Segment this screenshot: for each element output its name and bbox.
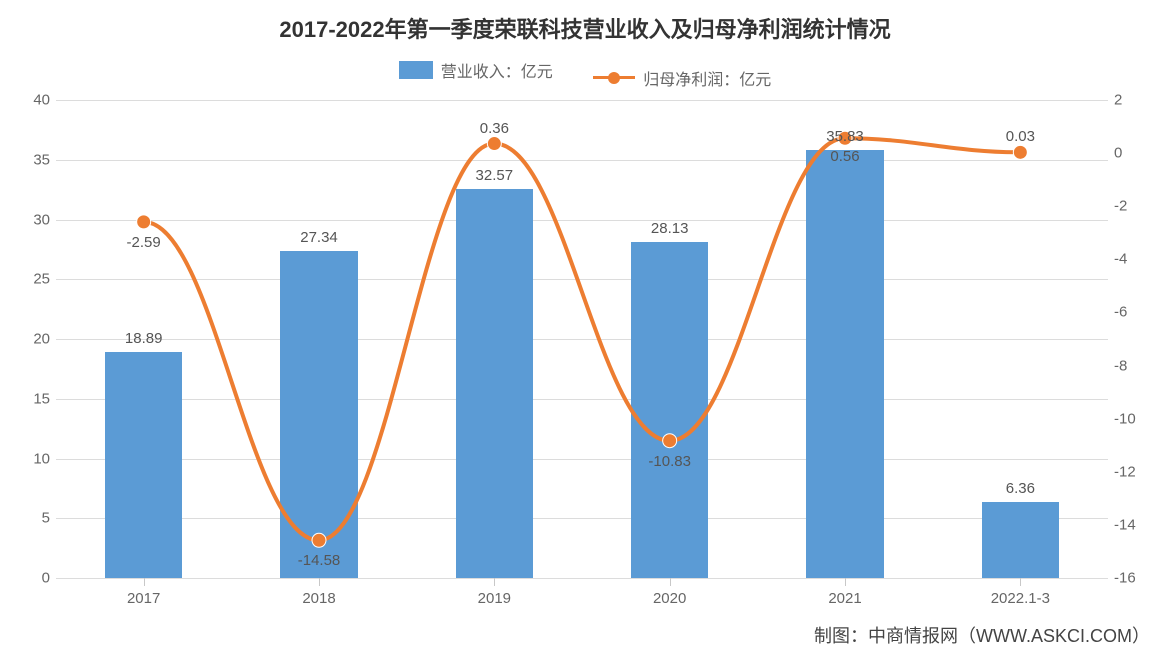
legend-line-swatch-icon: [593, 76, 635, 79]
y-left-tick-label: 15: [33, 390, 50, 407]
bar-data-label: 27.34: [300, 229, 338, 246]
bar-data-label: 32.57: [476, 167, 514, 184]
bar-data-label: 35.83: [826, 128, 864, 145]
line-data-label: 0.36: [480, 120, 509, 137]
plot-area: 18.89 27.34 32.57 28.13 35.83 6.36 -2.59 -14.58…: [56, 100, 1108, 578]
x-tick-mark: [144, 578, 145, 586]
y-right-tick-label: -10: [1114, 410, 1136, 427]
legend-line-label: 归母净利润：亿元: [643, 66, 771, 90]
x-tick-mark: [845, 578, 846, 586]
bar-data-label: 28.13: [651, 220, 689, 237]
y-right-tick-label: 0: [1114, 145, 1122, 162]
x-tick-mark: [1020, 578, 1021, 586]
y-right-tick-label: -12: [1114, 463, 1136, 480]
bar-data-label: 6.36: [1006, 480, 1035, 497]
bar-data-label: 18.89: [125, 330, 163, 347]
label-layer: 18.89 27.34 32.57 28.13 35.83 6.36 -2.59 -14.58…: [56, 100, 1108, 578]
y-left-tick-label: 0: [42, 570, 50, 587]
x-tick-label: 2022.1-3: [991, 590, 1050, 607]
x-tick-label: 2018: [302, 590, 335, 607]
y-right-tick-label: -4: [1114, 251, 1127, 268]
y-right-tick-label: -6: [1114, 304, 1127, 321]
y-right-tick-label: -14: [1114, 516, 1136, 533]
x-tick-mark: [319, 578, 320, 586]
line-data-label: -14.58: [298, 552, 341, 569]
y-right-tick-label: -8: [1114, 357, 1127, 374]
y-left-tick-label: 25: [33, 271, 50, 288]
y-axis-left: 0510152025303540: [10, 100, 56, 578]
x-tick-label: 2021: [828, 590, 861, 607]
line-data-label: 0.03: [1006, 128, 1035, 145]
legend: 营业收入：亿元 归母净利润：亿元: [0, 58, 1170, 90]
y-left-tick-label: 35: [33, 151, 50, 168]
chart-title: 2017-2022年第一季度荣联科技营业收入及归母净利润统计情况: [0, 12, 1170, 44]
legend-bar-swatch-icon: [399, 61, 433, 79]
y-left-tick-label: 20: [33, 331, 50, 348]
x-tick-label: 2017: [127, 590, 160, 607]
y-right-tick-label: -16: [1114, 570, 1136, 587]
y-axis-right: -16-14-12-10-8-6-4-202: [1108, 100, 1154, 578]
x-tick-label: 2020: [653, 590, 686, 607]
x-tick-mark: [494, 578, 495, 586]
y-left-tick-label: 10: [33, 450, 50, 467]
legend-item-line: 归母净利润：亿元: [593, 66, 771, 90]
y-left-tick-label: 30: [33, 211, 50, 228]
y-right-tick-label: 2: [1114, 92, 1122, 109]
y-right-tick-label: -2: [1114, 198, 1127, 215]
x-tick-label: 2019: [478, 590, 511, 607]
credit-text: 制图：中商情报网（WWW.ASKCI.COM）: [814, 622, 1150, 648]
legend-bar-label: 营业收入：亿元: [441, 58, 553, 82]
line-data-label: -10.83: [648, 453, 691, 470]
legend-item-bar: 营业收入：亿元: [399, 58, 553, 82]
line-data-label: 0.56: [830, 148, 859, 165]
chart-container: 2017-2022年第一季度荣联科技营业收入及归母净利润统计情况 营业收入：亿元…: [0, 0, 1170, 654]
y-left-tick-label: 5: [42, 510, 50, 527]
y-left-tick-label: 40: [33, 92, 50, 109]
x-axis: 2017 2018 2019 2020 2021 2022.1-3: [56, 578, 1108, 618]
line-data-label: -2.59: [127, 234, 161, 251]
x-tick-mark: [670, 578, 671, 586]
